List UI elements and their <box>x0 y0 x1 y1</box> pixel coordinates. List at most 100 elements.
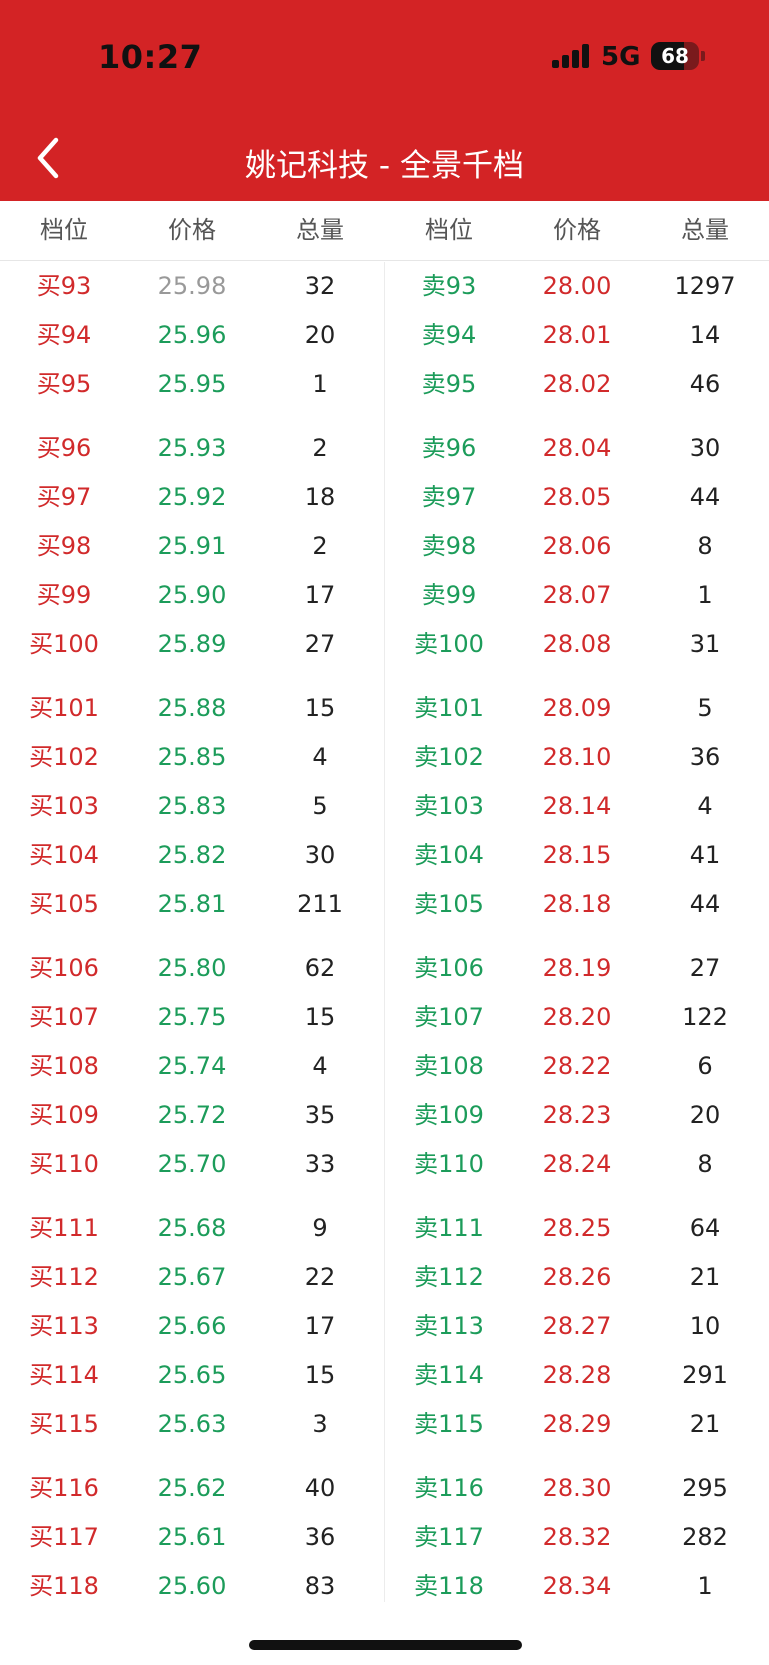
buy-level: 买99 <box>36 581 92 609</box>
buy-order-row: 买117 25.61 36 <box>0 1513 384 1562</box>
buy-volume: 2 <box>312 434 328 462</box>
buy-order-row: 买93 25.98 32 <box>0 262 384 311</box>
buy-volume: 211 <box>297 890 343 918</box>
sell-level: 卖117 <box>414 1523 484 1551</box>
buy-order-row: 买114 25.65 15 <box>0 1351 384 1400</box>
sell-order-row: 卖96 28.04 30 <box>385 424 769 473</box>
sell-volume: 8 <box>697 1150 713 1178</box>
sell-level: 卖94 <box>421 321 477 349</box>
sell-volume: 64 <box>689 1214 721 1242</box>
buy-level: 买113 <box>29 1312 99 1340</box>
header-sell-volume: 总量 <box>681 216 729 244</box>
sell-volume: 27 <box>689 954 721 982</box>
buy-order-row: 买97 25.92 18 <box>0 473 384 522</box>
sell-order-row: 卖113 28.27 10 <box>385 1302 769 1351</box>
buy-price: 25.90 <box>157 581 227 609</box>
sell-price: 28.34 <box>542 1572 612 1600</box>
battery-level-fill <box>651 42 684 70</box>
buy-price: 25.68 <box>157 1214 227 1242</box>
sell-order-row: 卖110 28.24 8 <box>385 1140 769 1189</box>
sell-volume: 122 <box>682 1003 728 1031</box>
buy-order-row: 买100 25.89 27 <box>0 620 384 669</box>
sell-order-row: 卖99 28.07 1 <box>385 571 769 620</box>
header-sell-level: 档位 <box>425 216 473 244</box>
sell-price: 28.04 <box>542 434 612 462</box>
buy-price: 25.75 <box>157 1003 227 1031</box>
sell-price: 28.26 <box>542 1263 612 1291</box>
sell-level: 卖112 <box>414 1263 484 1291</box>
buy-level: 买104 <box>29 841 99 869</box>
network-type-label: 5G <box>601 42 641 72</box>
buy-volume: 20 <box>304 321 336 349</box>
sell-order-row: 卖105 28.18 44 <box>385 880 769 929</box>
sell-volume: 44 <box>689 483 721 511</box>
buy-price: 25.96 <box>157 321 227 349</box>
sell-level: 卖114 <box>414 1361 484 1389</box>
sell-price: 28.15 <box>542 841 612 869</box>
sell-price: 28.20 <box>542 1003 612 1031</box>
buy-level: 买117 <box>29 1523 99 1551</box>
buy-volume: 9 <box>312 1214 328 1242</box>
sell-level: 卖95 <box>421 370 477 398</box>
buy-volume: 35 <box>304 1101 336 1129</box>
buy-price: 25.61 <box>157 1523 227 1551</box>
page-title: 姚记科技 - 全景千档 <box>245 148 524 184</box>
buy-level: 买109 <box>29 1101 99 1129</box>
buy-order-row: 买118 25.60 83 <box>0 1562 384 1611</box>
buy-volume: 22 <box>304 1263 336 1291</box>
buy-price: 25.85 <box>157 743 227 771</box>
sell-price: 28.25 <box>542 1214 612 1242</box>
buy-level: 买112 <box>29 1263 99 1291</box>
sell-order-row: 卖115 28.29 21 <box>385 1400 769 1449</box>
buy-price: 25.72 <box>157 1101 227 1129</box>
sell-order-row: 卖95 28.02 46 <box>385 360 769 409</box>
buy-volume: 5 <box>312 792 328 820</box>
sell-order-row: 卖108 28.22 6 <box>385 1042 769 1091</box>
buy-level: 买106 <box>29 954 99 982</box>
buy-volume: 32 <box>304 272 336 300</box>
buy-price: 25.60 <box>157 1572 227 1600</box>
buy-order-list: 买93 25.98 32 买94 25.96 20 买95 25.95 1 买96 25.93 2 买9… <box>0 262 384 1611</box>
sell-volume: 8 <box>697 532 713 560</box>
buy-order-row: 买102 25.85 4 <box>0 733 384 782</box>
sell-level: 卖110 <box>414 1150 484 1178</box>
header-buy-price: 价格 <box>168 216 216 244</box>
buy-order-row: 买96 25.93 2 <box>0 424 384 473</box>
home-indicator[interactable] <box>249 1640 522 1650</box>
buy-order-row: 买111 25.68 9 <box>0 1204 384 1253</box>
sell-order-row: 卖97 28.05 44 <box>385 473 769 522</box>
sell-price: 28.07 <box>542 581 612 609</box>
sell-level: 卖118 <box>414 1572 484 1600</box>
sell-order-row: 卖107 28.20 122 <box>385 993 769 1042</box>
sell-level: 卖98 <box>421 532 477 560</box>
buy-price: 25.93 <box>157 434 227 462</box>
sell-price: 28.09 <box>542 694 612 722</box>
buy-volume: 2 <box>312 532 328 560</box>
buy-price: 25.70 <box>157 1150 227 1178</box>
buy-price: 25.62 <box>157 1474 227 1502</box>
buy-volume: 1 <box>312 370 328 398</box>
buy-volume: 17 <box>304 581 336 609</box>
buy-price: 25.74 <box>157 1052 227 1080</box>
buy-volume: 27 <box>304 630 336 658</box>
buy-level: 买94 <box>36 321 92 349</box>
back-button[interactable] <box>30 134 74 186</box>
battery-icon: 68 <box>651 42 699 70</box>
buy-price: 25.92 <box>157 483 227 511</box>
sell-price: 28.23 <box>542 1101 612 1129</box>
sell-order-row: 卖111 28.25 64 <box>385 1204 769 1253</box>
sell-price: 28.30 <box>542 1474 612 1502</box>
sell-price: 28.19 <box>542 954 612 982</box>
buy-level: 买100 <box>29 630 99 658</box>
sell-price: 28.02 <box>542 370 612 398</box>
app-header-bar: 10:27 5G 68 姚记科技 - 全景千档 <box>0 0 769 201</box>
sell-order-row: 卖116 28.30 295 <box>385 1464 769 1513</box>
buy-price: 25.95 <box>157 370 227 398</box>
sell-level: 卖93 <box>421 272 477 300</box>
sell-order-row: 卖104 28.15 41 <box>385 831 769 880</box>
buy-volume: 62 <box>304 954 336 982</box>
buy-order-row: 买95 25.95 1 <box>0 360 384 409</box>
sell-order-row: 卖100 28.08 31 <box>385 620 769 669</box>
sell-level: 卖106 <box>414 954 484 982</box>
buy-level: 买108 <box>29 1052 99 1080</box>
